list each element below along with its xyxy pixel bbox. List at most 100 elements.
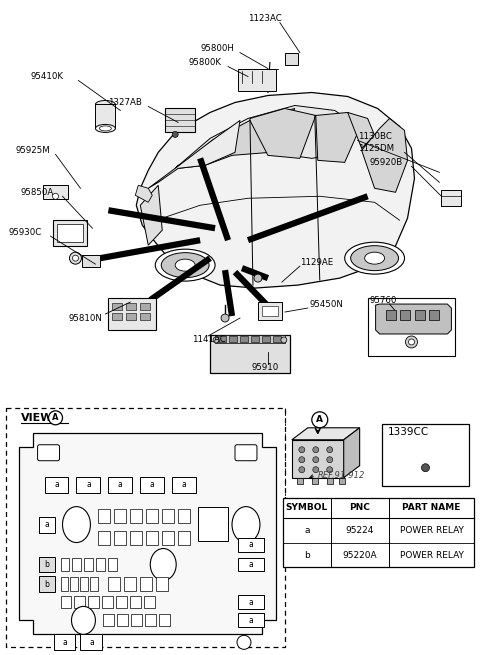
Circle shape (70, 252, 82, 264)
Circle shape (406, 336, 418, 348)
Text: 95920B: 95920B (370, 158, 403, 167)
Polygon shape (240, 336, 248, 342)
Text: 1130BC: 1130BC (358, 132, 392, 141)
Polygon shape (292, 428, 360, 440)
Text: A: A (316, 415, 323, 424)
Circle shape (408, 339, 415, 345)
Polygon shape (140, 578, 152, 591)
Text: 95925M: 95925M (16, 146, 50, 155)
Polygon shape (140, 477, 164, 493)
Polygon shape (60, 578, 69, 591)
Ellipse shape (345, 242, 405, 274)
Text: b: b (44, 580, 49, 589)
Circle shape (254, 274, 262, 282)
Text: 95800K: 95800K (188, 58, 221, 67)
Text: a: a (118, 480, 123, 489)
Text: 1125DM: 1125DM (358, 144, 394, 153)
Polygon shape (376, 304, 451, 334)
Polygon shape (361, 119, 408, 193)
Polygon shape (116, 597, 127, 608)
Polygon shape (83, 255, 100, 267)
Polygon shape (130, 597, 141, 608)
Text: b: b (44, 560, 49, 569)
Circle shape (313, 467, 319, 473)
Ellipse shape (72, 607, 96, 634)
FancyBboxPatch shape (235, 445, 257, 460)
Polygon shape (262, 306, 278, 316)
Circle shape (327, 457, 333, 462)
Text: PART NAME: PART NAME (402, 503, 461, 512)
Polygon shape (38, 557, 55, 572)
Ellipse shape (161, 253, 209, 278)
Polygon shape (19, 433, 276, 634)
Circle shape (221, 314, 229, 322)
Text: a: a (249, 616, 253, 625)
Circle shape (72, 255, 78, 261)
Polygon shape (292, 440, 344, 477)
Polygon shape (165, 109, 195, 132)
Text: 95910: 95910 (252, 364, 279, 373)
Polygon shape (135, 185, 152, 202)
Circle shape (172, 132, 178, 138)
Polygon shape (140, 303, 150, 310)
Polygon shape (124, 578, 136, 591)
Polygon shape (52, 220, 87, 246)
Polygon shape (312, 477, 318, 483)
Polygon shape (273, 336, 281, 342)
Text: POWER RELAY: POWER RELAY (399, 525, 463, 534)
Text: 95220A: 95220A (342, 550, 377, 559)
Text: VIEW: VIEW (21, 413, 53, 423)
Text: 95850A: 95850A (21, 188, 54, 196)
Circle shape (237, 635, 251, 649)
Polygon shape (114, 509, 126, 523)
Text: 95930C: 95930C (9, 228, 42, 236)
Polygon shape (283, 498, 474, 567)
Polygon shape (159, 614, 170, 626)
Ellipse shape (96, 100, 115, 109)
Polygon shape (88, 597, 99, 608)
Text: a: a (86, 480, 91, 489)
Polygon shape (140, 185, 162, 245)
Polygon shape (45, 477, 69, 493)
Polygon shape (146, 531, 158, 544)
Polygon shape (112, 303, 122, 310)
Ellipse shape (62, 506, 90, 542)
Circle shape (52, 193, 59, 199)
Polygon shape (251, 336, 259, 342)
Circle shape (313, 457, 319, 462)
Polygon shape (262, 336, 270, 342)
Text: 1327AB: 1327AB (108, 98, 142, 107)
Text: a: a (89, 638, 94, 647)
Polygon shape (112, 313, 122, 320)
Polygon shape (229, 336, 237, 342)
Ellipse shape (351, 246, 398, 271)
Polygon shape (238, 557, 264, 571)
Ellipse shape (175, 259, 195, 271)
Polygon shape (238, 538, 264, 552)
Polygon shape (148, 121, 240, 188)
Polygon shape (156, 578, 168, 591)
Polygon shape (385, 310, 396, 320)
Polygon shape (218, 336, 226, 342)
Polygon shape (368, 298, 456, 356)
Polygon shape (238, 613, 264, 627)
Polygon shape (84, 557, 94, 571)
Polygon shape (130, 509, 142, 523)
Polygon shape (38, 576, 55, 592)
Polygon shape (108, 557, 117, 571)
Polygon shape (57, 224, 84, 242)
Polygon shape (98, 531, 110, 544)
Polygon shape (399, 310, 409, 320)
Text: a: a (249, 540, 253, 549)
Polygon shape (162, 531, 174, 544)
Polygon shape (71, 578, 78, 591)
Polygon shape (136, 92, 415, 288)
Polygon shape (96, 557, 106, 571)
Text: a: a (150, 480, 155, 489)
Ellipse shape (232, 506, 260, 542)
Circle shape (312, 412, 328, 428)
Polygon shape (238, 595, 264, 609)
Circle shape (327, 467, 333, 473)
Polygon shape (114, 531, 126, 544)
Circle shape (213, 337, 219, 343)
